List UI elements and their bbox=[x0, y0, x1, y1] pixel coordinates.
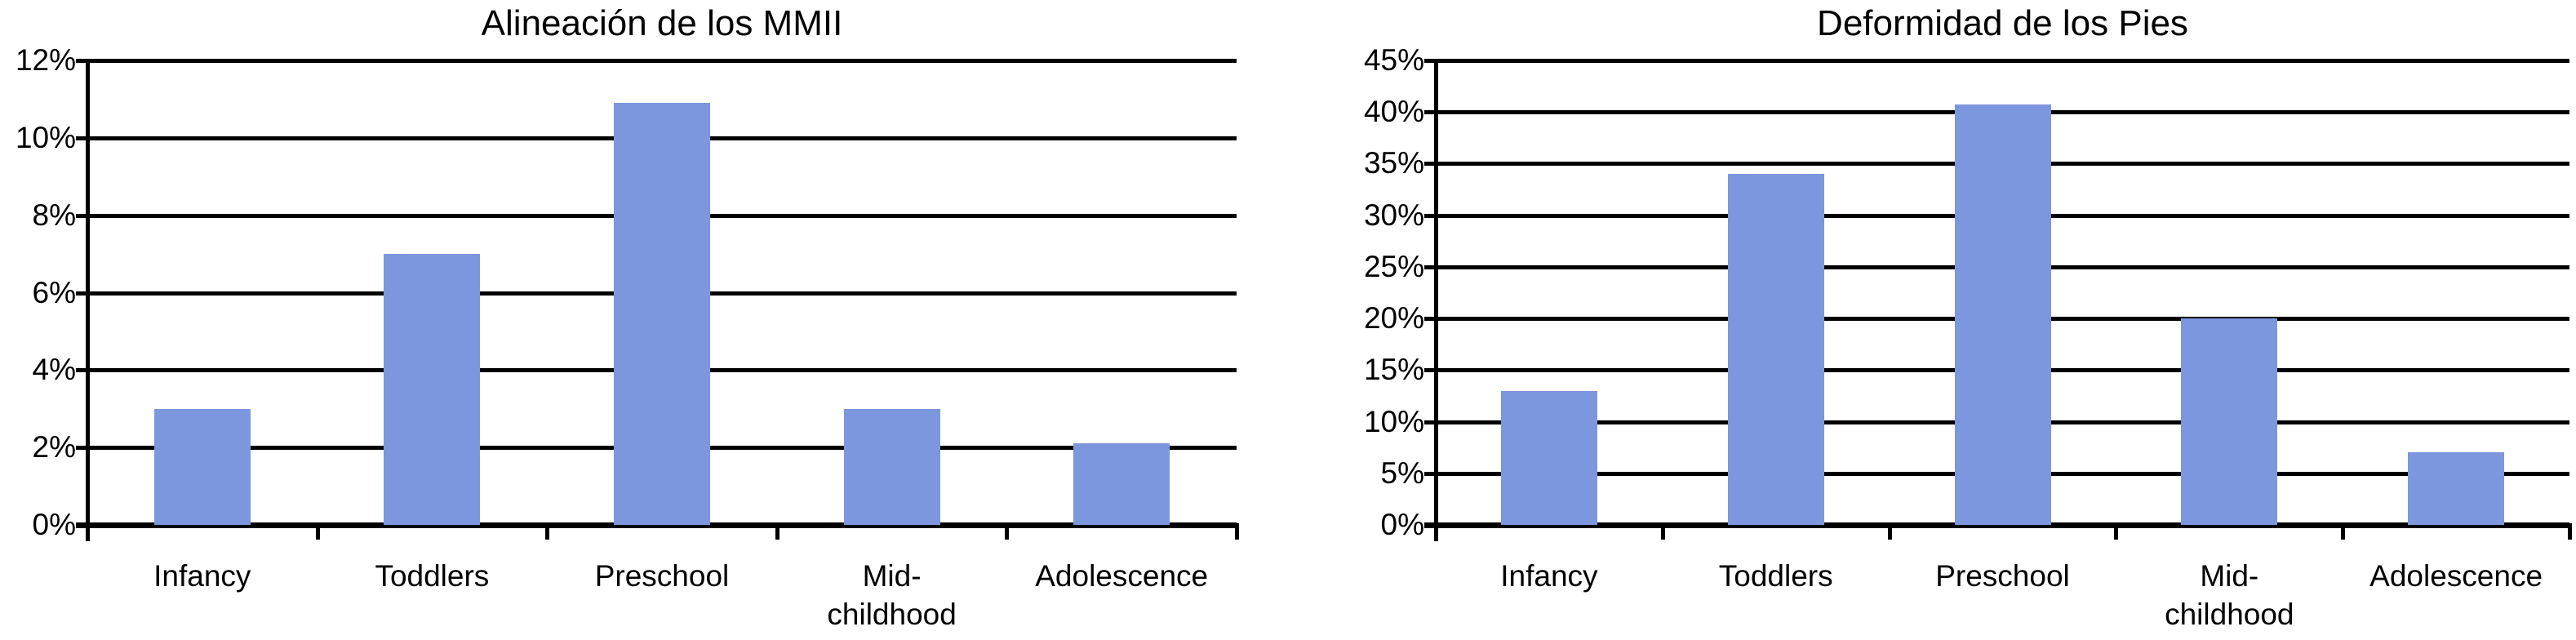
x-category-label: Toddlers bbox=[375, 559, 490, 593]
y-axis-line bbox=[86, 59, 90, 541]
y-tick-label: 4% bbox=[32, 353, 76, 387]
x-category-label: Mid- childhood bbox=[2165, 559, 2294, 631]
x-category-label: Infancy bbox=[153, 559, 251, 593]
y-axis-line bbox=[1434, 59, 1438, 541]
x-axis-tick bbox=[545, 523, 550, 540]
bar-adolescence bbox=[2408, 452, 2505, 525]
y-tick-label: 25% bbox=[1363, 249, 1424, 283]
bar-adolescence bbox=[1073, 443, 1170, 525]
y-tick-label: 40% bbox=[1363, 95, 1424, 129]
bar-toddlers bbox=[384, 254, 481, 525]
chart-deformidad-pies: Deformidad de los Pies 0% 5% 10% 15% 20% 25% 3… bbox=[1288, 0, 2576, 640]
bar-mid-childhood bbox=[2181, 318, 2278, 525]
x-axis-tick bbox=[1660, 523, 1665, 540]
chart-title: Alineación de los MMII bbox=[481, 3, 843, 43]
x-axis-tick bbox=[1235, 523, 1239, 540]
gridline bbox=[76, 59, 1237, 63]
y-tick-label: 12% bbox=[15, 43, 76, 77]
y-tick-label: 2% bbox=[32, 430, 76, 464]
x-category-label: Preschool bbox=[1935, 559, 2070, 593]
chart-alineacion-mmii: Alineación de los MMII 0% 2% 4% 6% 8% 10% 12% I… bbox=[15, 3, 1239, 631]
y-tick-label: 35% bbox=[1363, 146, 1424, 180]
bar-infancy bbox=[1500, 390, 1597, 525]
x-axis-tick bbox=[775, 523, 779, 540]
y-tick-label: 10% bbox=[15, 120, 76, 154]
y-tick-label: 8% bbox=[32, 198, 76, 232]
y-tick-label: 15% bbox=[1363, 353, 1424, 387]
y-tick-label: 45% bbox=[1363, 43, 1424, 77]
x-axis-tick bbox=[1887, 523, 1892, 540]
x-category-label: Mid- childhood bbox=[827, 559, 957, 631]
bar-preschool bbox=[1954, 104, 2051, 525]
y-tick-label: 20% bbox=[1363, 301, 1424, 336]
x-axis-line bbox=[1424, 522, 2569, 528]
y-tick-label: 30% bbox=[1363, 198, 1424, 232]
x-axis-line bbox=[76, 522, 1237, 528]
x-category-label: Adolescence bbox=[1035, 559, 1209, 593]
bar-infancy bbox=[153, 408, 251, 525]
y-tick-label: 6% bbox=[32, 275, 76, 309]
gridline bbox=[1424, 59, 2569, 63]
x-axis-tick bbox=[2568, 523, 2572, 540]
x-axis-tick bbox=[2341, 523, 2346, 540]
bar-preschool bbox=[614, 103, 710, 525]
y-tick-label: 10% bbox=[1363, 404, 1424, 438]
y-tick-label: 5% bbox=[1380, 456, 1424, 490]
x-category-label: Infancy bbox=[1500, 559, 1598, 593]
x-category-label: Adolescence bbox=[2369, 559, 2543, 593]
x-axis-tick bbox=[315, 523, 320, 540]
x-axis-tick bbox=[2114, 523, 2119, 540]
y-tick-label: 0% bbox=[32, 508, 76, 541]
x-category-label: Toddlers bbox=[1718, 559, 1833, 593]
x-category-label: Preschool bbox=[594, 559, 730, 593]
bar-mid-childhood bbox=[843, 408, 940, 525]
chart-title: Deformidad de los Pies bbox=[1817, 3, 2188, 43]
y-tick-label: 0% bbox=[1380, 508, 1424, 541]
x-axis-tick bbox=[1005, 523, 1010, 540]
bar-toddlers bbox=[1727, 174, 1824, 525]
